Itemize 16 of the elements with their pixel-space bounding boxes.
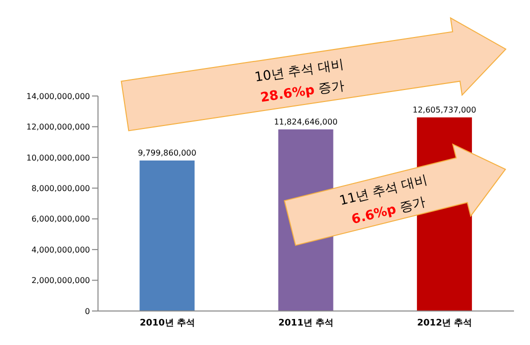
y-tick-label: 4,000,000,000 <box>31 245 90 254</box>
annotation: 10년 추석 대비 28.6%p 증가 <box>254 57 346 106</box>
data-label: 12,605,737,000 <box>412 105 476 114</box>
y-tick-label: 0 <box>84 306 90 316</box>
y-tick-label: 14,000,000,000 <box>26 92 90 101</box>
data-label: 9,799,860,000 <box>138 148 196 158</box>
data-label: 11,824,646,000 <box>274 117 338 126</box>
annotation: 11년 추석 대비 6.6%p 증가 <box>338 172 429 228</box>
x-tick-label: 2010년 추석 <box>140 318 195 328</box>
y-tick-label: 10,000,000,000 <box>26 153 90 162</box>
x-tick-label: 2011년 추석 <box>278 318 334 328</box>
y-tick-label: 12,000,000,000 <box>26 122 90 132</box>
y-tick-label: 6,000,000,000 <box>31 214 90 224</box>
x-tick-label: 2012년 추석 <box>417 318 472 328</box>
y-tick-label: 2,000,000,000 <box>31 276 90 286</box>
y-tick-label: 8,000,000,000 <box>31 184 90 193</box>
